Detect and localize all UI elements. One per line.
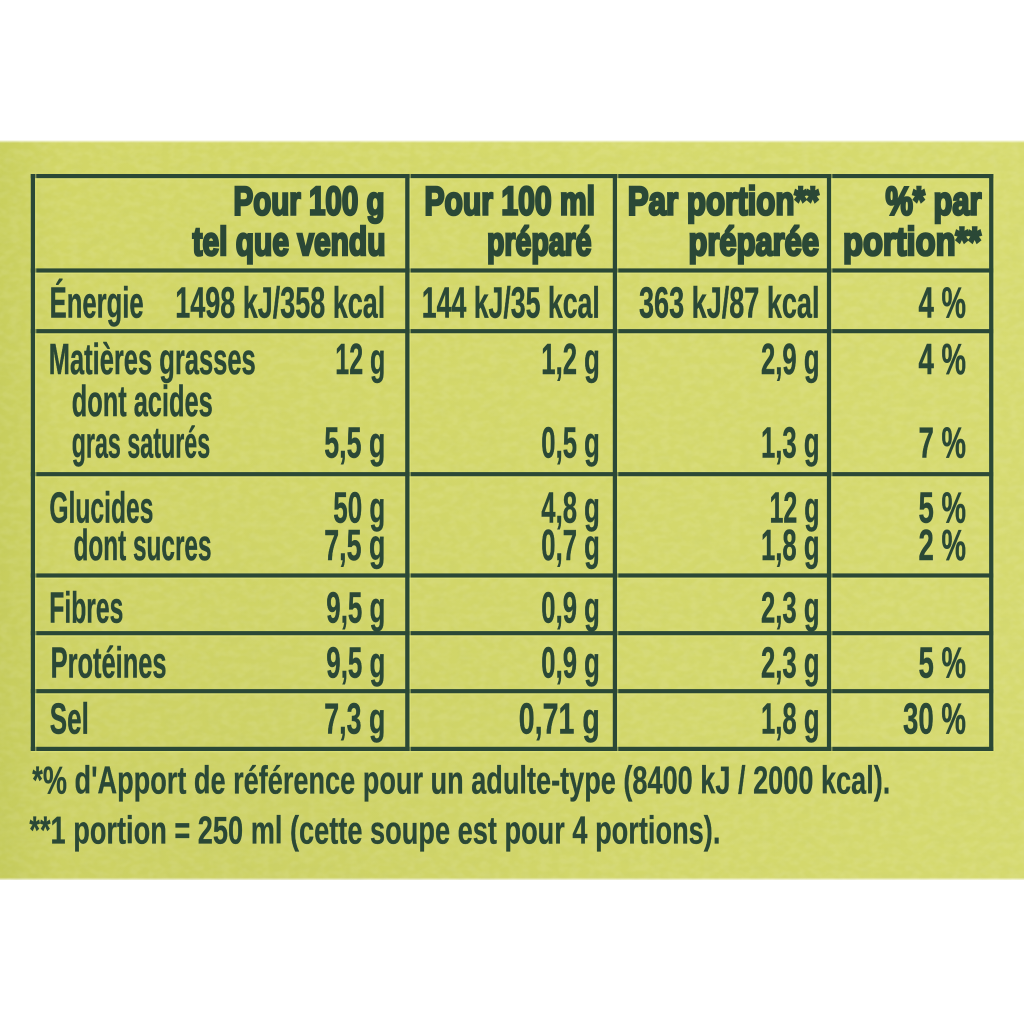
svg-text:2 %: 2 % (919, 522, 967, 570)
svg-text:144 kJ/35 kcal: 144 kJ/35 kcal (422, 280, 600, 328)
svg-text:Matières grasses: Matières grasses (49, 336, 256, 384)
svg-text:1,8 g: 1,8 g (761, 696, 820, 744)
svg-text:9,5 g: 9,5 g (326, 640, 385, 688)
svg-text:portion**: portion** (843, 220, 981, 264)
svg-text:dont sucres: dont sucres (74, 522, 212, 570)
svg-text:363 kJ/87 kcal: 363 kJ/87 kcal (639, 280, 820, 328)
svg-text:Sel: Sel (50, 696, 89, 744)
svg-text:0,9 g: 0,9 g (541, 585, 600, 633)
svg-text:0,7 g: 0,7 g (541, 522, 600, 570)
svg-text:5 %: 5 % (919, 640, 967, 688)
svg-text:0,71 g: 0,71 g (519, 696, 600, 744)
svg-text:2,3 g: 2,3 g (761, 640, 820, 688)
svg-text:7,3 g: 7,3 g (324, 696, 385, 744)
svg-text:Protéines: Protéines (51, 640, 167, 688)
svg-text:12 g: 12 g (770, 485, 820, 533)
svg-text:préparée: préparée (689, 220, 820, 264)
svg-text:Pour 100 g: Pour 100 g (234, 180, 385, 224)
svg-text:*% d'Apport de référence pour: *% d'Apport de référence pour un adulte-… (32, 759, 890, 802)
svg-text:Énergie: Énergie (50, 278, 144, 328)
svg-text:1,8 g: 1,8 g (761, 522, 820, 570)
svg-text:50 g: 50 g (333, 485, 385, 533)
svg-text:Glucides: Glucides (49, 485, 153, 533)
svg-text:tel que vendu: tel que vendu (193, 220, 386, 264)
svg-text:2,9 g: 2,9 g (761, 336, 820, 384)
svg-text:30 %: 30 % (903, 696, 966, 744)
svg-text:0,9 g: 0,9 g (541, 640, 600, 688)
svg-text:Pour 100 ml: Pour 100 ml (425, 180, 596, 224)
svg-text:5 %: 5 % (919, 485, 967, 533)
svg-text:2,3 g: 2,3 g (761, 585, 820, 633)
svg-text:4 %: 4 % (919, 336, 967, 384)
svg-text:7,5 g: 7,5 g (324, 522, 385, 570)
svg-text:gras saturés: gras saturés (72, 419, 211, 467)
svg-text:1,2 g: 1,2 g (541, 336, 600, 384)
svg-text:**1 portion = 250 ml (cette so: **1 portion = 250 ml (cette soupe est po… (29, 810, 720, 853)
svg-text:%* par: %* par (886, 180, 982, 224)
svg-text:12 g: 12 g (335, 336, 385, 384)
svg-text:dont acides: dont acides (72, 378, 213, 426)
svg-text:4,8 g: 4,8 g (541, 485, 600, 533)
svg-text:1498 kJ/358 kcal: 1498 kJ/358 kcal (175, 280, 385, 328)
svg-text:9,5 g: 9,5 g (326, 585, 385, 633)
svg-text:5,5 g: 5,5 g (324, 419, 385, 467)
svg-text:4 %: 4 % (919, 280, 967, 328)
svg-text:préparé: préparé (487, 220, 592, 264)
svg-text:1,3 g: 1,3 g (761, 419, 820, 467)
svg-text:Par portion**: Par portion** (628, 180, 819, 224)
svg-text:0,5 g: 0,5 g (541, 419, 600, 467)
svg-text:7 %: 7 % (919, 419, 967, 467)
svg-text:Fibres: Fibres (49, 585, 123, 633)
